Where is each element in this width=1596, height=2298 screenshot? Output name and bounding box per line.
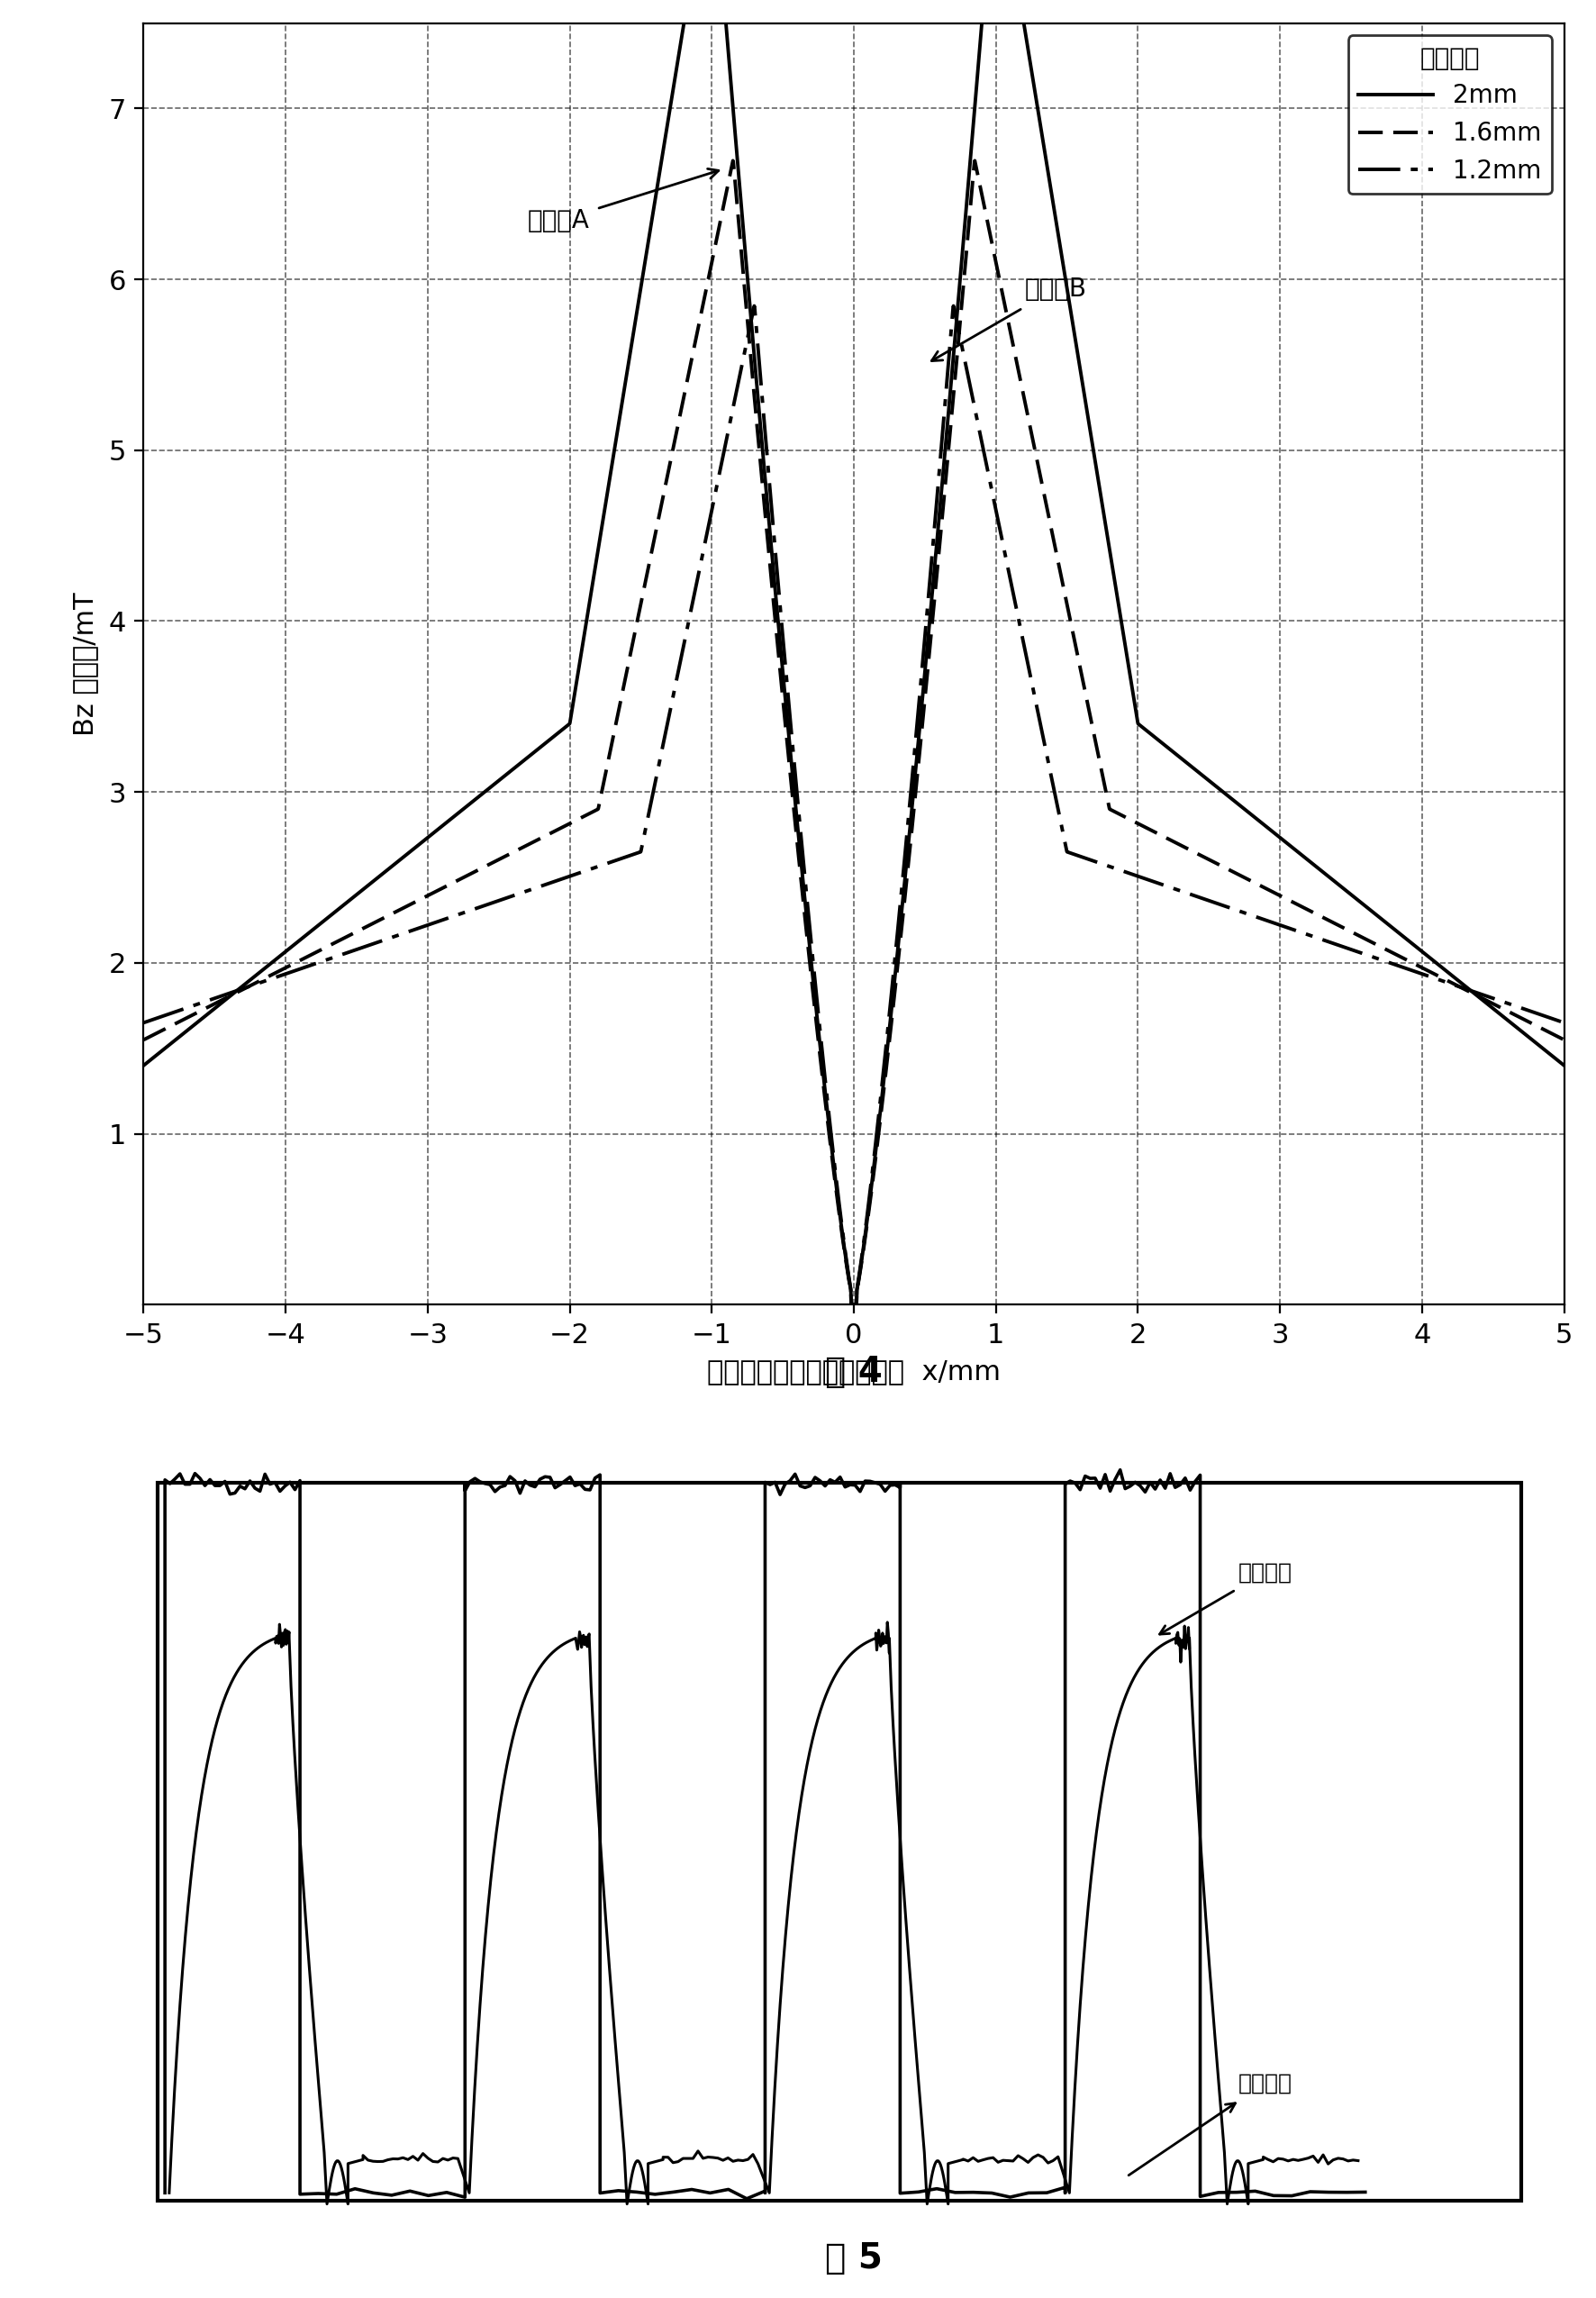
Text: 参考信号: 参考信号 <box>1128 2073 1293 2176</box>
1.6mm <box>1511 1004 1531 1032</box>
Text: 图 4: 图 4 <box>825 1354 883 1388</box>
2mm <box>841 1291 860 1319</box>
1.2mm <box>1511 995 1531 1023</box>
2mm <box>1441 961 1460 988</box>
2mm <box>1167 740 1186 768</box>
Text: 检测信号: 检测信号 <box>1160 1563 1293 1634</box>
1.6mm <box>1555 1025 1574 1052</box>
Line: 1.2mm: 1.2mm <box>144 306 1564 1305</box>
1.2mm <box>731 358 750 386</box>
1.6mm <box>841 1291 860 1319</box>
2mm <box>742 313 761 340</box>
1.6mm <box>731 232 750 260</box>
2mm <box>134 1052 153 1080</box>
1.2mm <box>841 1291 860 1319</box>
2mm <box>1511 1018 1531 1046</box>
Line: 1.6mm: 1.6mm <box>144 161 1564 1305</box>
1.2mm <box>134 1009 153 1036</box>
Legend: 2mm, 1.6mm, 1.2mm: 2mm, 1.6mm, 1.2mm <box>1349 34 1551 193</box>
Text: 极值点A: 极值点A <box>527 168 718 234</box>
1.2mm <box>1555 1009 1574 1036</box>
1.6mm <box>742 358 761 386</box>
1.6mm <box>1167 830 1186 857</box>
2mm <box>1555 1052 1574 1080</box>
1.2mm <box>745 292 764 319</box>
1.6mm <box>723 147 742 175</box>
Text: 极值点B: 极值点B <box>932 276 1087 361</box>
1.6mm <box>1441 967 1460 995</box>
1.2mm <box>742 303 761 331</box>
Bar <box>158 1482 1521 2199</box>
2mm <box>731 182 750 209</box>
X-axis label: 检测点偏离焊缝中心的距离  x/mm: 检测点偏离焊缝中心的距离 x/mm <box>707 1358 1001 1383</box>
1.2mm <box>809 1007 828 1034</box>
2mm <box>809 1018 828 1046</box>
Line: 2mm: 2mm <box>144 0 1564 1305</box>
Text: 图 5: 图 5 <box>825 2241 883 2275</box>
1.2mm <box>1167 876 1186 903</box>
1.6mm <box>809 1032 828 1059</box>
1.2mm <box>1441 970 1460 997</box>
Y-axis label: Bz 的幅值/mT: Bz 的幅值/mT <box>72 593 99 735</box>
1.6mm <box>134 1025 153 1052</box>
